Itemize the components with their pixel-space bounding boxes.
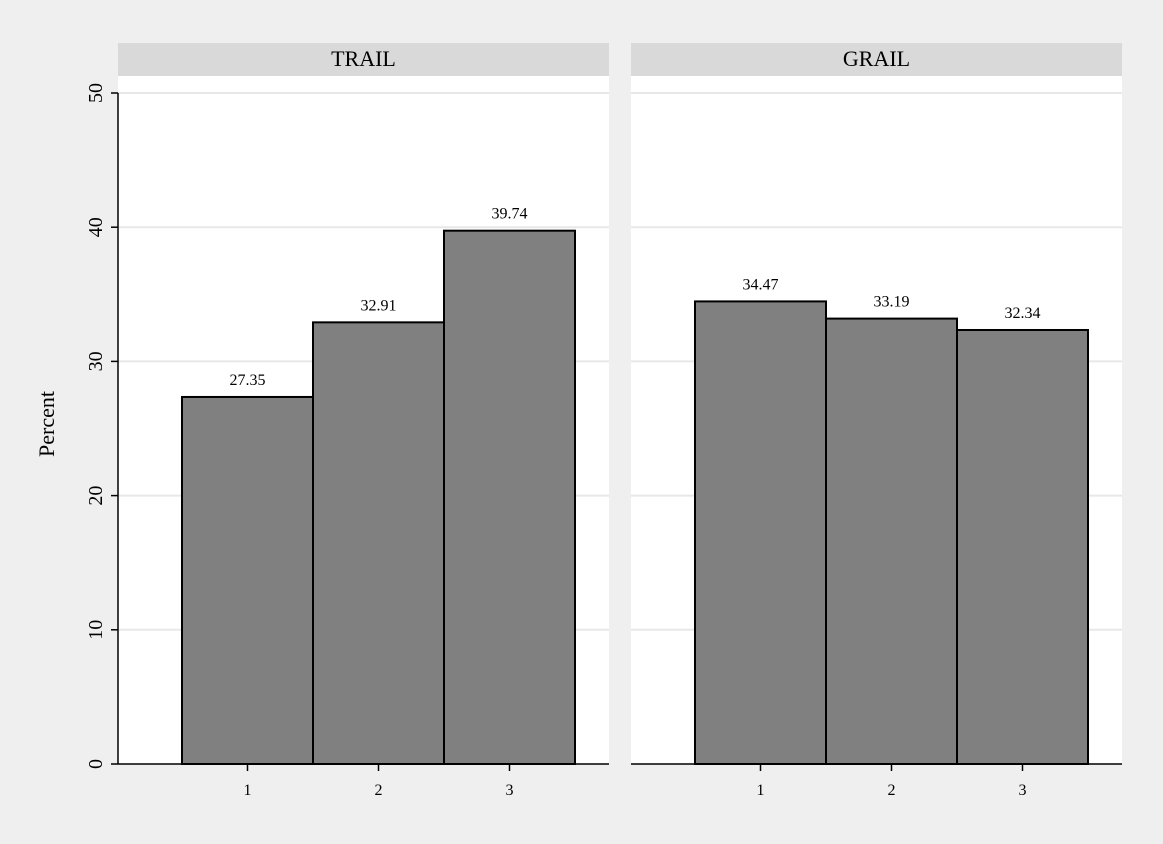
- bar-1: [694, 300, 827, 765]
- y-tick-label: 50: [85, 83, 107, 103]
- y-tick-label: 0: [85, 759, 107, 769]
- bar-value-label: 33.19: [874, 294, 910, 311]
- panel-title: TRAIL: [331, 46, 396, 71]
- chart-panels: TRAIL 27.35 1 32.91 2 39.74 3 GRAIL 34.47 1 33.19 2…: [85, 43, 1122, 799]
- y-tick-label: 20: [85, 486, 107, 506]
- x-tick-label: 2: [375, 782, 383, 799]
- x-tick-label: 3: [506, 782, 514, 799]
- x-tick-label: 1: [244, 782, 252, 799]
- panel-trail: TRAIL 27.35 1 32.91 2 39.74 3: [118, 43, 609, 799]
- bar-3: [956, 328, 1089, 765]
- y-tick-label: 30: [85, 351, 107, 371]
- panel-title: GRAIL: [843, 46, 910, 71]
- y-tick-label: 40: [85, 217, 107, 237]
- x-tick-label: 1: [757, 782, 765, 799]
- panel-strip: [118, 43, 609, 76]
- x-tick-label: 3: [1019, 782, 1027, 799]
- bar-value-label: 32.34: [1005, 305, 1041, 322]
- x-tick-label: 2: [888, 782, 896, 799]
- y-axis-label: Percent: [34, 391, 59, 457]
- panel-grail: GRAIL 34.47 1 33.19 2 32.34 3: [631, 43, 1122, 799]
- y-axis: 0 10 20 30 40 50: [85, 83, 119, 769]
- bar-2: [312, 321, 445, 765]
- bar-1: [181, 395, 314, 765]
- y-tick-label: 10: [85, 620, 107, 640]
- bar-value-label: 32.91: [361, 297, 397, 314]
- bar-value-label: 27.35: [230, 372, 266, 389]
- bar-2: [825, 317, 958, 765]
- bar-value-label: 34.47: [743, 276, 779, 293]
- bar-value-label: 39.74: [492, 206, 528, 223]
- bar-3: [443, 229, 576, 765]
- panel-strip: [631, 43, 1122, 76]
